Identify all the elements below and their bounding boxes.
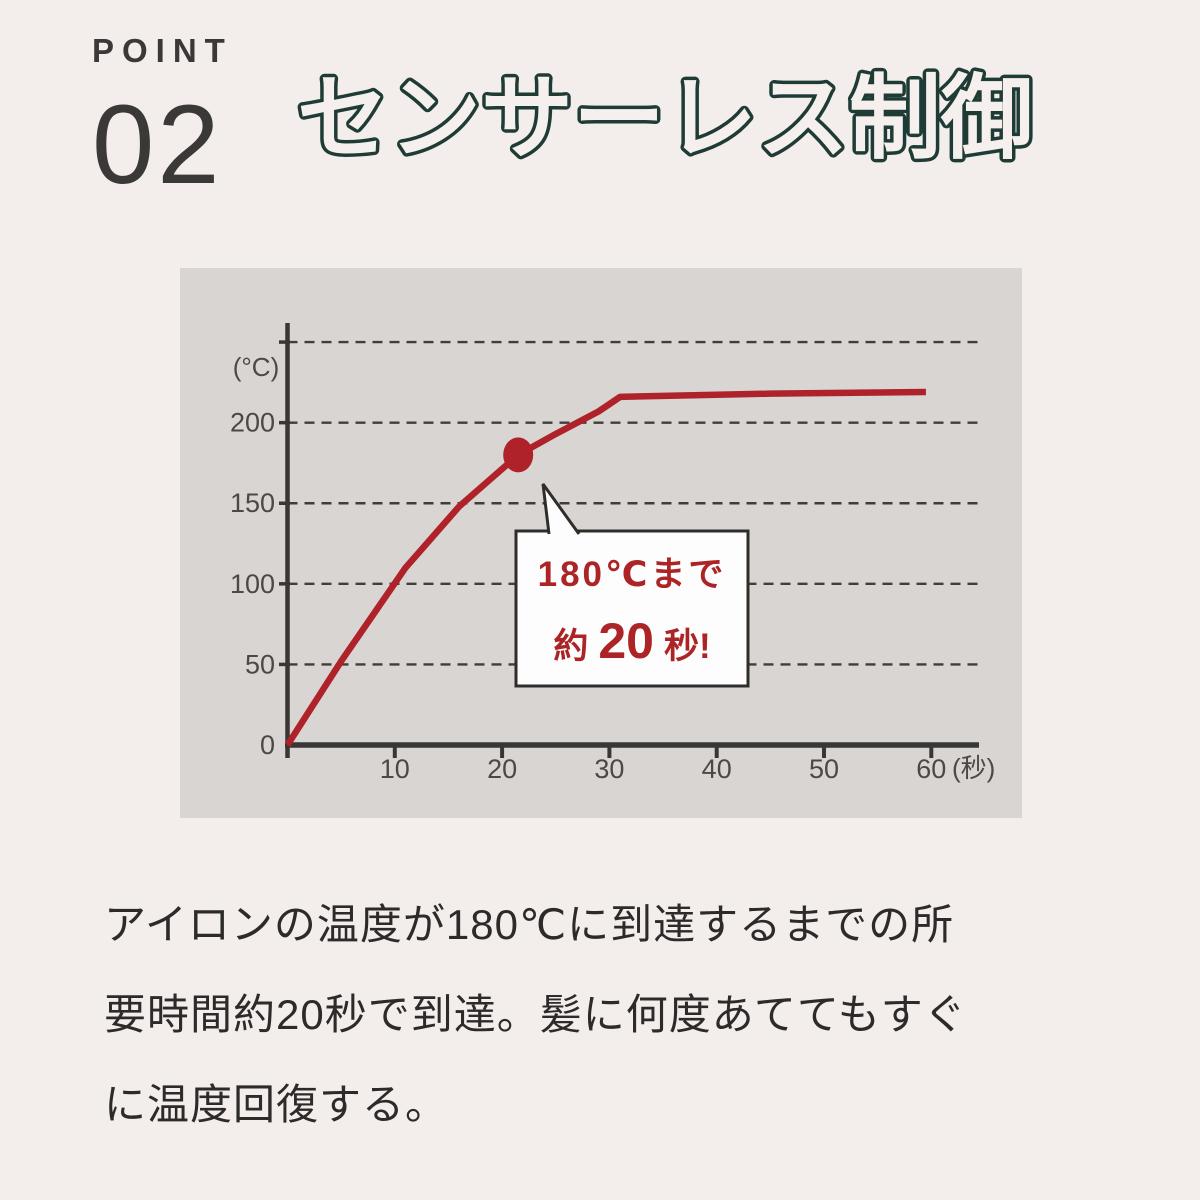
temperature-line [284,388,926,747]
y-tick-label: 0 [260,730,275,760]
description-line: アイロンの温度が180℃に到達するまでの所 [104,901,955,948]
point-block: POINT 02 [92,34,233,201]
point-label: POINT [92,32,233,69]
callout-line2-suffix: 秒! [664,627,711,666]
data-point-marker [503,437,534,473]
y-tick-label: 150 [230,488,275,518]
callout-line2-prefix: 約 [553,627,588,666]
callout-line2-number: 20 [598,613,654,669]
x-tick-label: 60 [916,754,946,784]
section-title-text: センサーレス制御 [297,68,1033,170]
callout-text-line1: 180℃まで [538,555,727,594]
x-tick-label: 10 [380,754,410,784]
y-tick-label: 100 [230,569,275,599]
description: アイロンの温度が180℃に到達するまでの所 要時間約20秒で到達。髪に何度あてても… [104,880,1114,1150]
y-axis-unit-label: (°C) [233,352,280,382]
point-number: 02 [92,82,223,207]
callout-bubble [514,529,750,688]
description-line: に温度回復する。 [104,1081,449,1128]
description-line: 要時間約20秒で到達。髪に何度あててもすぐ [104,991,967,1038]
callout-tail [541,483,581,535]
callout-text-line2: 約 20 秒! [553,613,710,669]
y-tick-label: 200 [230,408,275,438]
section-title: センサーレス制御 [293,65,1036,174]
y-tick-label: 50 [245,649,275,679]
x-tick-label: 30 [594,754,624,784]
x-tick-label: 40 [702,754,732,784]
x-axis-unit-label: (秒) [952,753,995,783]
x-tick-label: 50 [809,754,839,784]
x-tick-label: 20 [487,754,517,784]
